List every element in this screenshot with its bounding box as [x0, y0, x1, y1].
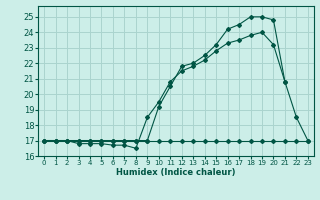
X-axis label: Humidex (Indice chaleur): Humidex (Indice chaleur) [116, 168, 236, 177]
